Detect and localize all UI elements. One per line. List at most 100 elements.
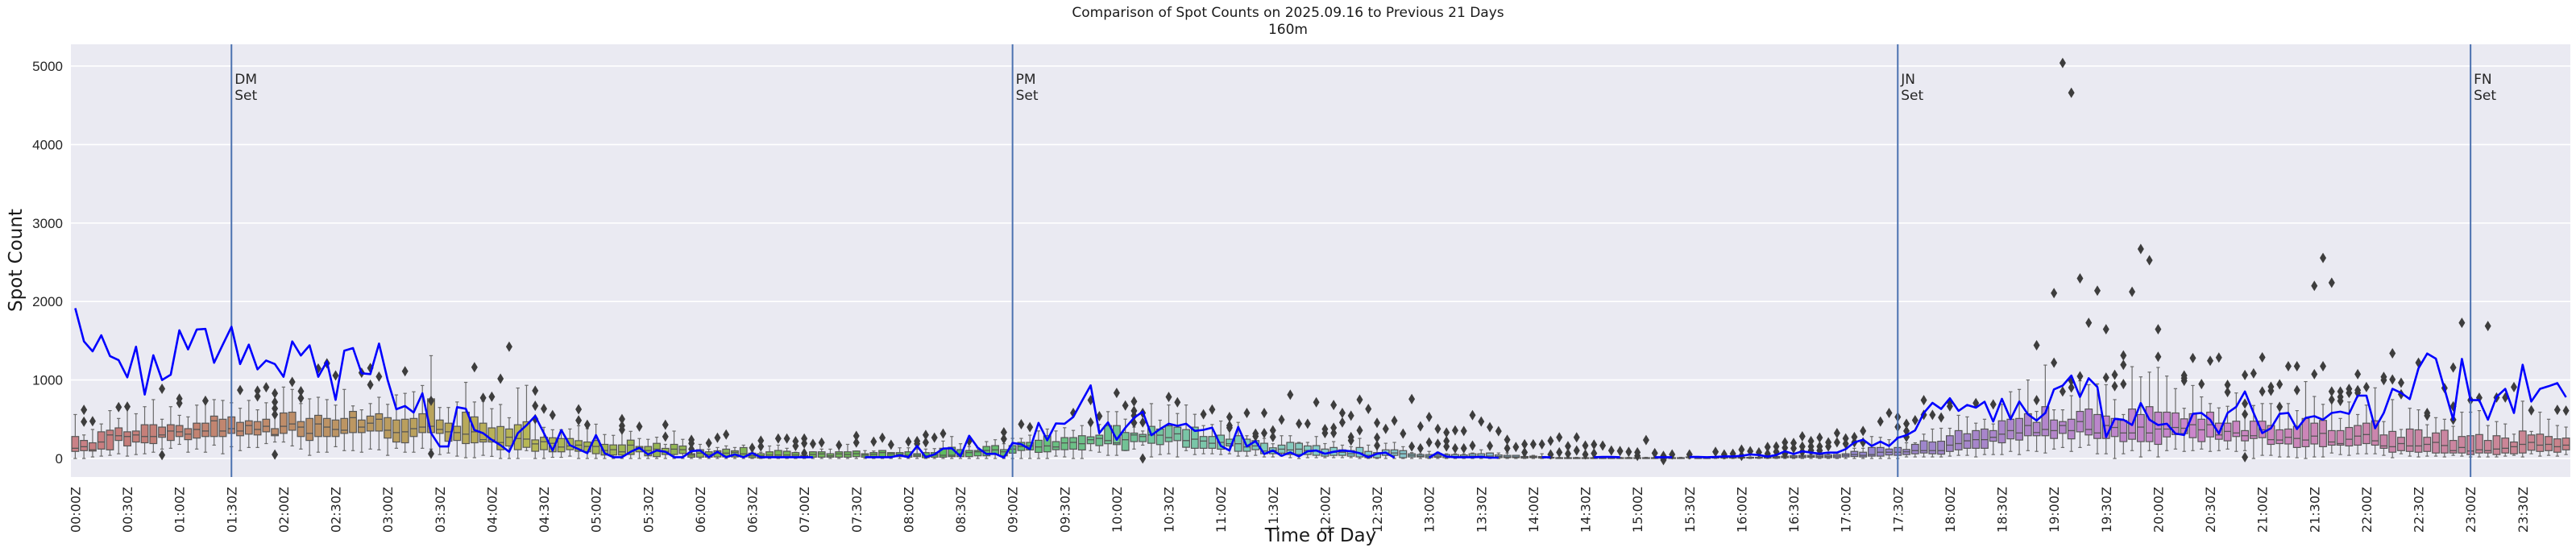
box <box>331 419 340 438</box>
box-group <box>1928 428 1937 458</box>
box-group <box>149 399 158 453</box>
outlier-point <box>1130 396 1138 407</box>
outlier-point <box>1582 440 1589 451</box>
outlier-point <box>1417 421 1424 432</box>
x-tick-label: 03:30Z <box>433 487 448 533</box>
box <box>2510 441 2518 454</box>
outlier-point <box>2562 405 2570 417</box>
box <box>244 420 253 435</box>
outlier-point <box>1113 388 1120 399</box>
box <box>2154 411 2163 446</box>
outlier-point <box>1443 441 1450 452</box>
box <box>1945 435 1954 452</box>
outlier-point <box>2484 321 2491 332</box>
box-group <box>1286 435 1295 458</box>
box <box>435 419 444 434</box>
outlier-point <box>1400 428 1407 439</box>
box <box>522 421 531 448</box>
outlier-point <box>1833 427 1840 438</box>
x-tick-label: 20:30Z <box>2203 487 2218 533</box>
outlier-point <box>1782 437 1789 448</box>
outlier-point <box>254 385 261 396</box>
x-tick-label: 20:00Z <box>2151 487 2166 533</box>
box-group <box>1972 422 1981 458</box>
box <box>575 440 583 452</box>
box <box>357 419 366 433</box>
box <box>2058 421 2067 434</box>
box <box>2388 430 2397 453</box>
box-group <box>166 406 175 449</box>
box <box>1859 451 1868 458</box>
box-group <box>2267 403 2275 456</box>
outlier-point <box>2276 401 2284 413</box>
x-tick-label: 12:00Z <box>1317 487 1333 533</box>
x-tick-label: 05:00Z <box>589 487 604 533</box>
outlier-point <box>1521 446 1529 458</box>
outlier-point <box>2328 394 2335 405</box>
x-tick-label: 14:30Z <box>1578 487 1594 533</box>
outlier-point <box>1547 435 1554 446</box>
outlier-point <box>1911 414 1919 425</box>
x-tick-label: 19:00Z <box>2047 487 2062 533</box>
box-group <box>1963 416 1972 456</box>
box-group <box>591 423 600 459</box>
outlier-point <box>905 436 912 447</box>
box <box>236 421 244 437</box>
box-group <box>2058 409 2067 448</box>
box-group <box>1130 426 1139 450</box>
box-group <box>2310 396 2319 458</box>
outlier-point <box>774 433 782 444</box>
box <box>2345 426 2354 447</box>
box <box>1130 432 1139 442</box>
outlier-point <box>272 403 279 414</box>
box-group <box>2379 421 2388 456</box>
outlier-point <box>705 438 712 449</box>
box-group <box>193 404 201 450</box>
outlier-point <box>1582 449 1589 460</box>
box <box>131 430 140 443</box>
x-tick-label: 21:30Z <box>2307 487 2322 533</box>
box-group <box>1885 439 1894 459</box>
box-group <box>1408 452 1417 459</box>
outlier-point <box>2068 382 2075 393</box>
outlier-point <box>1764 442 1771 453</box>
box-group <box>1945 427 1954 457</box>
box <box>1164 425 1173 442</box>
outlier-point <box>1347 435 1354 446</box>
box <box>2275 429 2284 445</box>
box-group <box>2440 418 2449 458</box>
box-group <box>782 447 791 459</box>
outlier-point <box>2111 369 2118 380</box>
box-group <box>1954 414 1963 456</box>
box <box>409 417 418 438</box>
outlier-point <box>1451 425 1458 436</box>
x-tick-label: 02:00Z <box>276 487 292 533</box>
x-tick-label: 10:00Z <box>1110 487 1125 533</box>
box-group <box>2483 425 2492 458</box>
box-group <box>418 384 427 449</box>
outlier-point <box>124 401 131 413</box>
outlier-point <box>852 437 860 448</box>
x-tick-label: 04:30Z <box>537 487 552 533</box>
marker-label: PM <box>1016 72 1036 88</box>
box-group <box>1902 442 1910 458</box>
outlier-point <box>176 397 183 409</box>
box-group <box>1190 413 1199 455</box>
box <box>878 450 886 458</box>
box <box>297 421 305 438</box>
box <box>209 415 218 438</box>
box <box>2379 434 2388 449</box>
box-group <box>71 413 80 459</box>
box-group <box>852 450 861 459</box>
outlier-point <box>2033 340 2040 351</box>
box <box>2449 440 2458 454</box>
box <box>2474 433 2483 454</box>
outlier-point <box>2224 380 2231 391</box>
outlier-point <box>115 401 122 413</box>
box <box>1069 437 1077 450</box>
outlier-point <box>1260 408 1267 419</box>
box-group <box>2336 417 2345 455</box>
outlier-point <box>2328 386 2335 397</box>
box-group <box>279 386 288 443</box>
x-tick-label: 15:30Z <box>1682 487 1698 533</box>
